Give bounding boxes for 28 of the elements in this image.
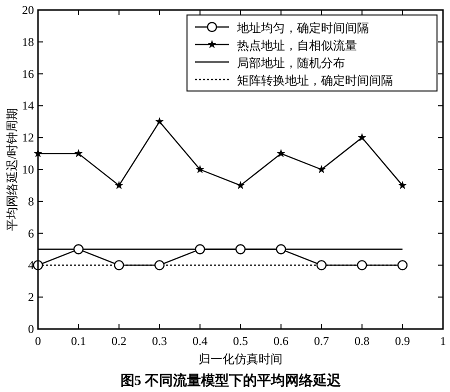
x-tick-label: 1: [440, 334, 446, 348]
legend-label: 地址均匀，确定时间间隔: [236, 21, 369, 35]
x-tick-label: 0.9: [395, 334, 410, 348]
y-tick-label: 10: [22, 162, 34, 176]
x-tick-label: 0.7: [314, 334, 329, 348]
legend-label: 矩阵转换地址，确定时间间隔: [237, 74, 393, 88]
x-tick-label: 0.1: [71, 334, 86, 348]
x-tick-label: 0.5: [233, 334, 248, 348]
y-tick-label: 16: [22, 66, 34, 81]
y-tick-label: 6: [28, 226, 34, 240]
y-tick-label: 0: [28, 322, 34, 336]
x-tick-label: 0.3: [152, 334, 167, 348]
y-tick-label: 2: [28, 290, 34, 304]
y-tick-label: 4: [28, 258, 34, 272]
y-tick-label: 8: [28, 194, 34, 208]
x-tick-label: 0.6: [274, 334, 288, 348]
y-tick-label: 18: [22, 34, 34, 49]
y-tick-label: 14: [22, 98, 34, 113]
y-tick-label: 20: [22, 3, 34, 17]
text: 图5 不同流量模型下的平均网络延迟: [120, 372, 342, 389]
x-tick-label: 0.8: [354, 334, 370, 348]
x-axis-title: 归一化仿真时间: [198, 352, 282, 366]
y-axis-title: 平均网络延迟/时钟周期: [5, 108, 19, 232]
x-tick-label: 0.4: [192, 334, 208, 348]
x-tick-label: 0.2: [112, 334, 126, 348]
y-tick-label: 12: [22, 130, 34, 145]
legend-label: 热点地址，自相似流量: [237, 38, 357, 52]
legend-label: 局部地址，随机分布: [237, 56, 345, 70]
